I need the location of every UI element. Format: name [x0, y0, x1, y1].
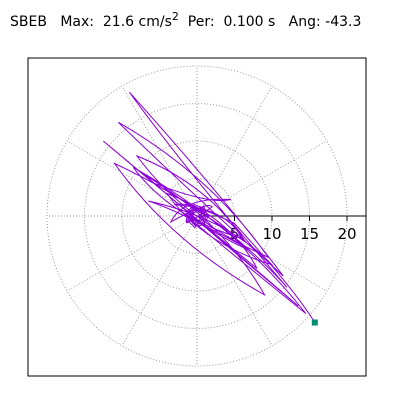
tick-label-20: 20: [337, 225, 356, 243]
max-label: Max:: [60, 14, 94, 30]
max-unit-exponent: 2: [171, 10, 179, 23]
angle-value: -43.3: [325, 14, 362, 30]
grid-spoke: [121, 215, 198, 347]
tick-label-10: 10: [262, 225, 281, 243]
end-marker: [311, 319, 318, 326]
tick-label-5: 5: [230, 225, 240, 243]
grid-spoke: [121, 85, 198, 217]
grid-spoke: [196, 140, 328, 217]
grid-spoke: [196, 85, 273, 217]
grid-spoke: [66, 215, 198, 292]
plot-frame: [27, 57, 367, 377]
grid-spoke: [196, 215, 273, 347]
grid-spoke: [66, 140, 198, 217]
period-label: Per:: [187, 14, 215, 30]
tick-label-15: 15: [300, 225, 319, 243]
station-code: SBEB: [10, 14, 47, 30]
max-value: 21.6 cm/s: [102, 14, 172, 30]
radial-ticks: 5 10 15 20: [230, 216, 357, 243]
period-value: 0.100 s: [223, 14, 276, 30]
angle-label: Ang:: [288, 14, 321, 30]
chart-header: SBEB Max: 21.6 cm/s2 Per: 0.100 s Ang: -…: [10, 10, 362, 30]
trajectory-trace: [102, 91, 316, 323]
